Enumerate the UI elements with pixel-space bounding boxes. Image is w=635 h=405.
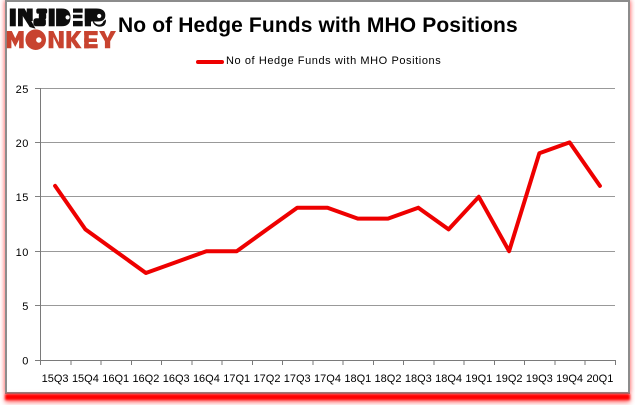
svg-text:19Q1: 19Q1 [465,373,492,385]
svg-text:16Q4: 16Q4 [193,373,220,385]
svg-text:20Q1: 20Q1 [586,373,613,385]
svg-text:16Q3: 16Q3 [163,373,190,385]
svg-text:19Q3: 19Q3 [526,373,553,385]
svg-text:20: 20 [16,138,29,150]
svg-text:16Q1: 16Q1 [102,373,129,385]
svg-text:17Q1: 17Q1 [223,373,250,385]
svg-text:17Q2: 17Q2 [254,373,281,385]
svg-text:17Q3: 17Q3 [284,373,311,385]
svg-text:18Q1: 18Q1 [344,373,371,385]
svg-text:18Q2: 18Q2 [375,373,402,385]
svg-text:15Q3: 15Q3 [42,373,69,385]
svg-text:18Q4: 18Q4 [435,373,462,385]
svg-text:19Q4: 19Q4 [556,373,583,385]
svg-text:5: 5 [22,301,29,313]
svg-text:19Q2: 19Q2 [496,373,523,385]
svg-text:18Q3: 18Q3 [405,373,432,385]
svg-text:0: 0 [22,356,29,368]
svg-text:16Q2: 16Q2 [132,373,159,385]
svg-text:15: 15 [16,192,29,204]
svg-text:10: 10 [16,247,29,259]
svg-text:15Q4: 15Q4 [72,373,99,385]
svg-text:25: 25 [16,84,29,96]
svg-text:17Q4: 17Q4 [314,373,341,385]
